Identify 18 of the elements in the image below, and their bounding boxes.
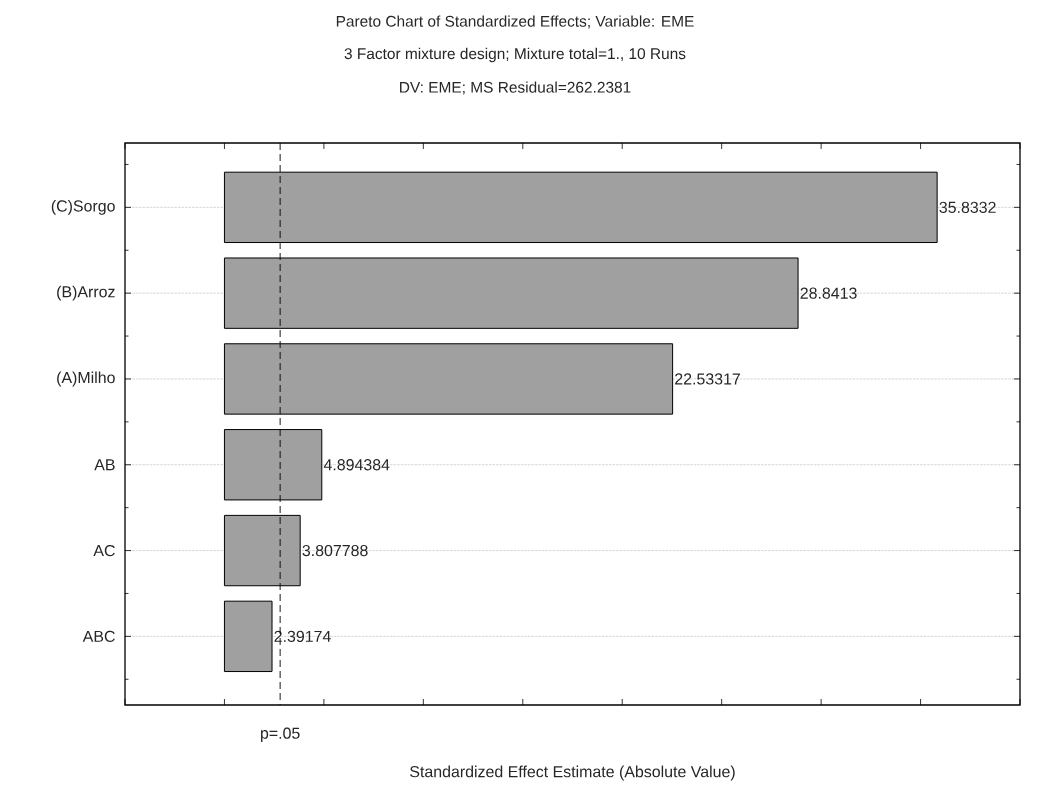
data-label: 22.53317 xyxy=(675,373,740,385)
y-tick-label: AB xyxy=(94,459,115,471)
y-tick-label: ABC xyxy=(82,630,115,643)
chart-subtitle: 3 Factor mixture design; Mixture total=1., 10 Runs xyxy=(344,47,686,63)
chart-title: Pareto Chart of Standardized Effects; Variable: EME xyxy=(336,15,694,29)
bar xyxy=(223,600,273,673)
y-tick-label: AC xyxy=(93,544,115,557)
y-tick-label: (C)Sorgo xyxy=(51,199,115,215)
x-axis-title: Standardized Effect Estimate (Absolute Value) xyxy=(410,765,735,781)
data-label: 35.8332 xyxy=(939,201,996,213)
y-tick-label: (B)Arroz xyxy=(57,285,115,301)
y-tick-label: (A)Milho xyxy=(57,371,115,387)
ref-line-label: p=.05 xyxy=(261,727,300,742)
data-label: 4.894384 xyxy=(323,459,390,471)
data-label: 28.8413 xyxy=(800,287,857,299)
text: DV: EME; MS Residual=262.2381 xyxy=(400,81,631,95)
data-label: 3.807788 xyxy=(302,544,368,557)
data-label: 2.39174 xyxy=(274,630,331,643)
